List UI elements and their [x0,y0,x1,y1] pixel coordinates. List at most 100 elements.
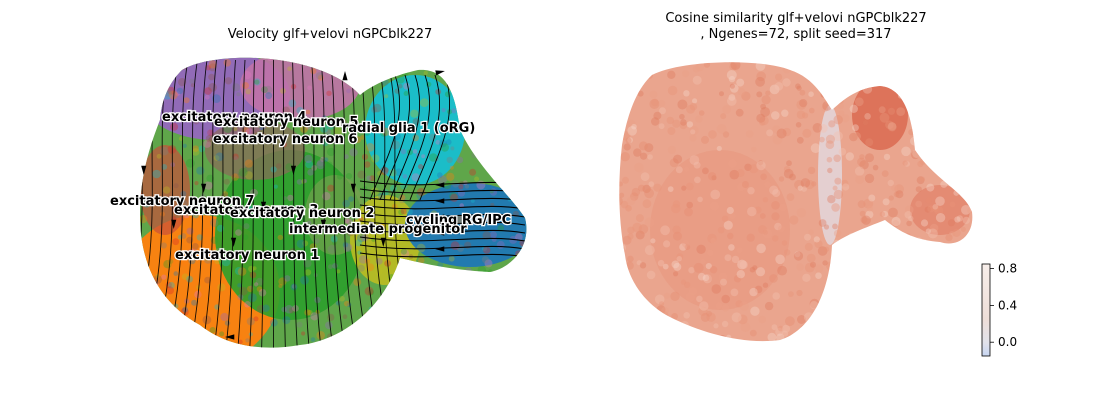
scatter-point [951,129,958,135]
scatter-point [237,294,244,301]
scatter-point [327,333,334,340]
streamline-arrow [290,165,297,175]
scatter-point [685,182,694,191]
scatter-point [809,298,820,309]
scatter-point [208,60,217,69]
scatter-point [783,166,791,173]
scatter-point [275,163,282,169]
scatter-point [446,172,455,181]
scatter-point [894,184,904,194]
scatter-point [471,151,478,159]
scatter-point [458,184,464,190]
colorbar-tick-label: 0.4 [998,298,1017,312]
scatter-point [823,306,831,313]
scatter-point [872,76,878,83]
scatter-point [818,87,826,95]
scatter-point [892,220,900,227]
scatter-point [464,241,472,249]
scatter-point [719,91,724,97]
scatter-point [146,86,151,92]
scatter-point [161,164,168,170]
scatter-point [958,343,965,350]
scatter-point [940,180,948,188]
scatter-point [486,74,496,84]
scatter-point [864,284,874,293]
scatter-point [380,311,387,318]
scatter-point [203,255,213,264]
scatter-point [965,326,973,335]
scatter-point [501,303,507,309]
scatter-point [517,166,526,175]
scatter-point [904,211,913,219]
scatter-point [391,140,400,150]
scatter-point [619,248,624,259]
scatter-point [403,91,409,96]
scatter-point [339,123,343,128]
scatter-point [635,65,643,73]
scatter-point [758,315,767,324]
streamline [165,59,189,348]
scatter-point [926,183,935,192]
scatter-point [182,208,189,215]
scatter-point [160,242,167,249]
scatter-point [702,167,709,175]
scatter-point [723,220,733,230]
scatter-point [357,328,366,337]
scatter-point [627,233,634,240]
scatter-point [895,87,903,94]
scatter-point [168,90,178,100]
scatter-point [838,110,845,117]
scatter-point [490,148,498,155]
scatter-point [765,340,775,342]
streamline [369,74,400,201]
scatter-point [440,143,449,152]
scatter-point [491,237,497,242]
scatter-point [775,73,783,81]
scatter-point [818,123,828,133]
scatter-point [724,254,732,262]
scatter-point [786,160,792,167]
scatter-point [772,235,779,242]
scatter-point [304,309,311,316]
scatter-point [919,149,929,159]
scatter-point [886,290,892,296]
scatter-point [483,96,491,104]
scatter-point [677,99,688,110]
scatter-point [771,201,780,210]
scatter-point [366,175,372,181]
scatter-point [327,244,337,254]
scatter-point [180,257,189,267]
scatter-point [377,223,386,232]
scatter-point [676,256,682,262]
scatter-point [512,120,520,127]
scatter-point [487,115,494,122]
scatter-point [163,186,171,194]
scatter-point [626,196,636,206]
scatter-point [700,312,710,322]
scatter-point [832,223,838,230]
scatter-point [705,335,716,342]
scatter-point [425,111,435,121]
scatter-point [681,239,690,248]
scatter-point [166,286,174,295]
scatter-point [192,212,199,219]
scatter-point [347,337,354,343]
scatter-point [718,335,727,342]
scatter-point [957,242,966,252]
scatter-point [203,139,212,148]
scatter-point [186,275,194,283]
scatter-point [837,103,845,110]
scatter-point [675,324,681,330]
streamline-arrow [231,237,237,247]
scatter-point [343,57,350,62]
scatter-point [327,313,335,321]
scatter-point [802,66,810,74]
scatter-point [353,214,359,220]
scatter-point [725,52,735,62]
scatter-point [689,102,698,111]
scatter-point [660,307,670,316]
scatter-point [404,277,409,282]
scatter-point [512,195,519,202]
scatter-point [948,167,958,177]
scatter-point [883,153,891,161]
